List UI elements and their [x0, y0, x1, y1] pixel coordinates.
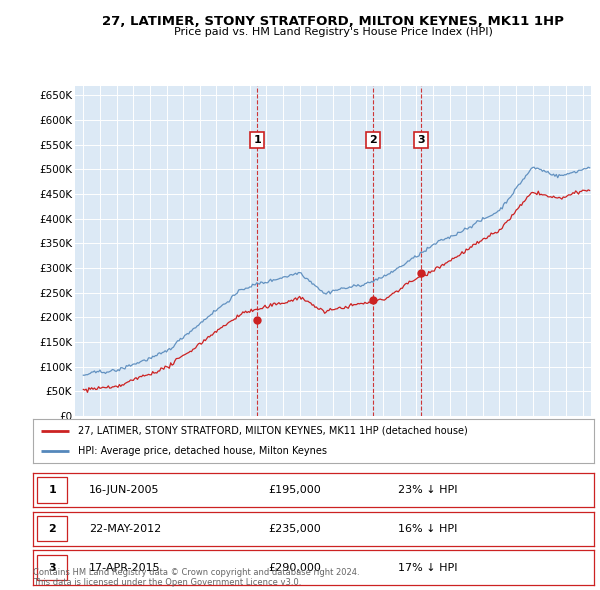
Text: 22-MAY-2012: 22-MAY-2012: [89, 524, 161, 533]
Text: HPI: Average price, detached house, Milton Keynes: HPI: Average price, detached house, Milt…: [78, 446, 327, 456]
Text: 23% ↓ HPI: 23% ↓ HPI: [398, 485, 457, 494]
Text: 27, LATIMER, STONY STRATFORD, MILTON KEYNES, MK11 1HP: 27, LATIMER, STONY STRATFORD, MILTON KEY…: [102, 15, 564, 28]
Text: 17-APR-2015: 17-APR-2015: [89, 563, 161, 572]
Text: 3: 3: [417, 135, 425, 145]
Text: 2: 2: [369, 135, 376, 145]
FancyBboxPatch shape: [37, 555, 67, 581]
Text: 3: 3: [48, 563, 56, 572]
Text: £290,000: £290,000: [269, 563, 322, 572]
FancyBboxPatch shape: [37, 477, 67, 503]
Text: 17% ↓ HPI: 17% ↓ HPI: [398, 563, 457, 572]
Text: £195,000: £195,000: [269, 485, 322, 494]
Text: 16% ↓ HPI: 16% ↓ HPI: [398, 524, 457, 533]
Text: 16-JUN-2005: 16-JUN-2005: [89, 485, 160, 494]
Text: 2: 2: [48, 524, 56, 533]
FancyBboxPatch shape: [37, 516, 67, 542]
Text: £235,000: £235,000: [269, 524, 322, 533]
Text: Price paid vs. HM Land Registry's House Price Index (HPI): Price paid vs. HM Land Registry's House …: [173, 27, 493, 37]
Text: Contains HM Land Registry data © Crown copyright and database right 2024.
This d: Contains HM Land Registry data © Crown c…: [33, 568, 359, 587]
Text: 1: 1: [48, 485, 56, 494]
Text: 27, LATIMER, STONY STRATFORD, MILTON KEYNES, MK11 1HP (detached house): 27, LATIMER, STONY STRATFORD, MILTON KEY…: [78, 426, 467, 436]
Text: 1: 1: [253, 135, 261, 145]
